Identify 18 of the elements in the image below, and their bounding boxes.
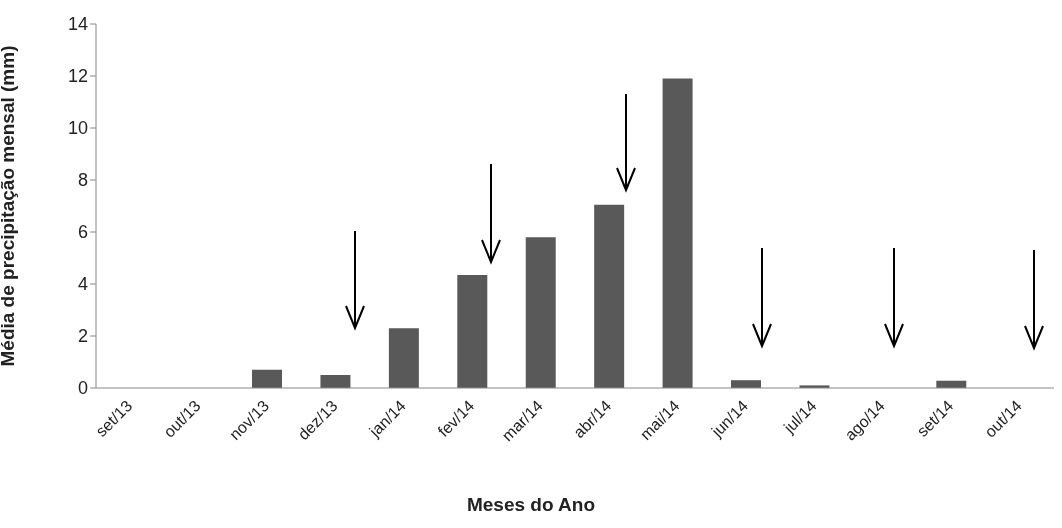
- y-tick-label: 12: [67, 66, 88, 87]
- bar: [594, 204, 625, 388]
- y-tick-label: 6: [77, 222, 88, 243]
- y-tick-label: 10: [67, 118, 88, 139]
- bar: [252, 369, 283, 388]
- bar: [320, 375, 351, 388]
- y-tick-label: 0: [77, 378, 88, 399]
- bar: [525, 237, 556, 388]
- y-tick-label: 4: [77, 274, 88, 295]
- bar: [388, 328, 419, 388]
- bar: [731, 380, 762, 388]
- y-axis-title: Média de precipitação mensal (mm): [0, 45, 18, 367]
- bar: [662, 78, 693, 388]
- y-tick-label: 8: [77, 170, 88, 191]
- bar: [457, 274, 488, 388]
- y-tick-label: 2: [77, 326, 88, 347]
- x-axis-title: Meses do Ano: [465, 494, 597, 516]
- y-tick-label: 14: [67, 14, 88, 35]
